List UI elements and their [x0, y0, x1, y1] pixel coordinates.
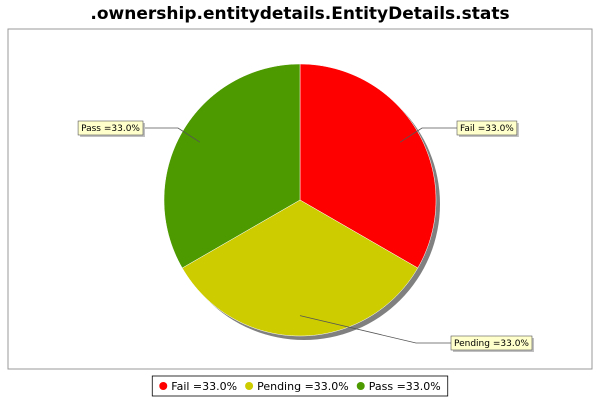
leader-line-pass: [143, 127, 201, 143]
legend-item-fail: Fail =33.0%: [159, 380, 237, 393]
legend-label-pass: Pass =33.0%: [369, 380, 441, 393]
leader-line-fail: [399, 127, 457, 143]
pie-slice-pass: [163, 63, 301, 269]
legend-label-pending: Pending =33.0%: [257, 380, 349, 393]
pie-group: [163, 63, 440, 340]
slice-labels: Fail =33.0% Pending =33.0% Pass =33.0%: [77, 120, 534, 352]
legend-item-pass: Pass =33.0%: [356, 380, 441, 393]
slice-label-box-fail: [456, 120, 518, 136]
slice-label-pending: Pending =33.0%: [454, 339, 529, 349]
legend-item-pending: Pending =33.0%: [245, 380, 349, 393]
chart-title: .ownership.entitydetails.EntityDetails.s…: [90, 4, 509, 24]
slice-label-box-pass: [77, 120, 144, 136]
legend-marker-pending: [245, 382, 254, 390]
legend: Fail =33.0% Pending =33.0% Pass =33.0%: [151, 375, 449, 397]
pie-slice-pending: [181, 199, 419, 337]
legend-marker-pass: [356, 382, 365, 390]
legend-marker-fail: [159, 382, 168, 390]
leader-line-pending: [299, 315, 451, 344]
legend-label-fail: Fail =33.0%: [171, 380, 237, 393]
slice-label-pass: Pass =33.0%: [81, 124, 140, 134]
slice-label-box-pending: [450, 335, 533, 351]
pie-slice-fail: [299, 63, 437, 269]
slice-label-fail: Fail =33.0%: [460, 124, 514, 134]
legend-border: [151, 375, 449, 397]
